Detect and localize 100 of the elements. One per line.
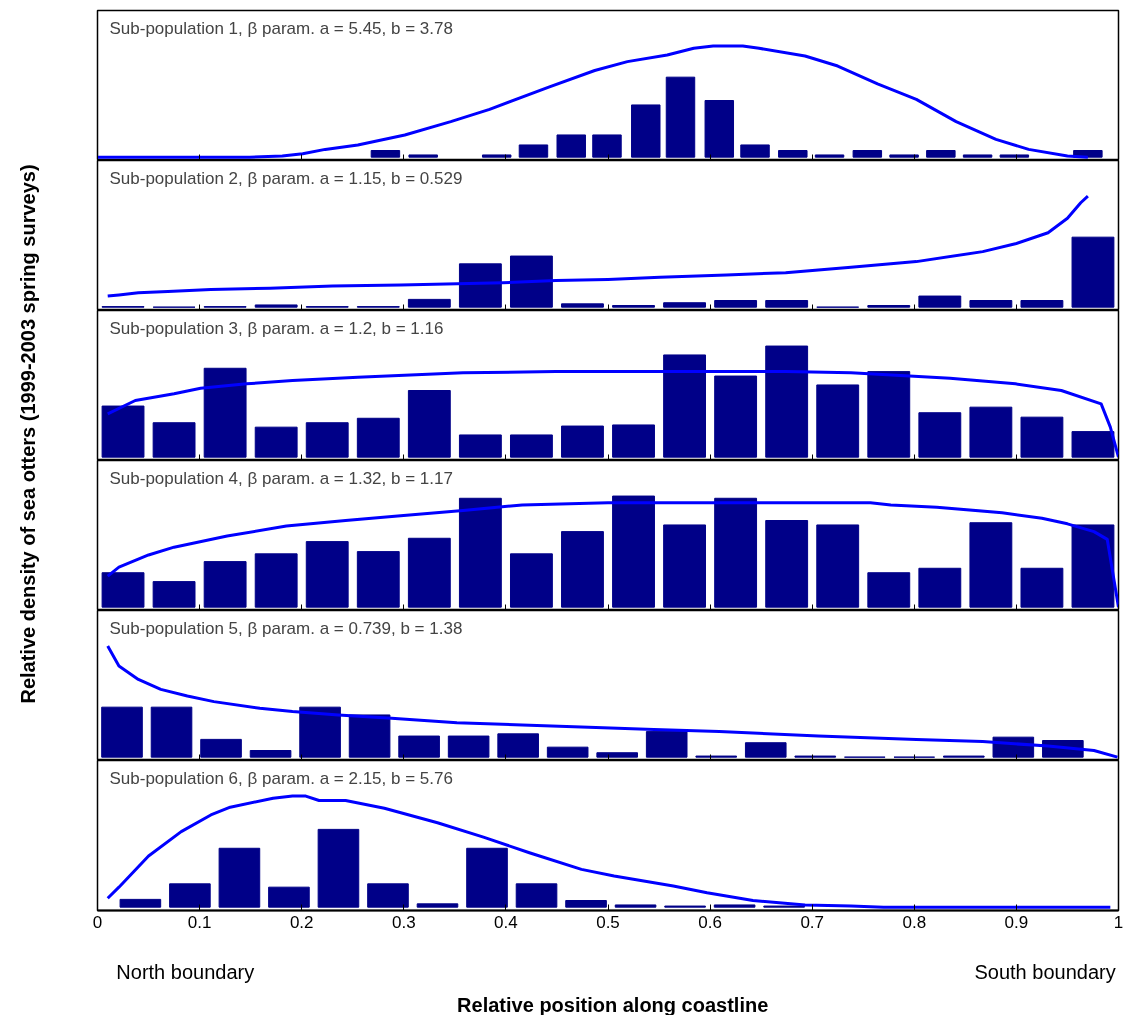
bar [348, 714, 391, 758]
bar [546, 746, 589, 758]
bar [481, 154, 512, 158]
x-tick-label: 0.2 [289, 912, 314, 932]
bar [816, 524, 860, 608]
y-axis-title: Relative density of sea otters (1999-2003 spring surveys) [16, 164, 39, 704]
bar [918, 295, 962, 308]
bar [596, 752, 638, 758]
bar [1071, 431, 1115, 458]
bar [203, 561, 247, 608]
bar [714, 375, 758, 458]
x-tick-label: 0.9 [1004, 912, 1029, 932]
bar [152, 581, 196, 608]
bar [561, 425, 604, 458]
bar [407, 537, 451, 608]
x-tick-label: 0.7 [800, 912, 825, 932]
bar [447, 735, 490, 758]
bar [889, 154, 919, 158]
bar [665, 76, 696, 158]
bar [744, 742, 787, 758]
bar [150, 706, 193, 758]
bar [918, 567, 962, 608]
bar [101, 706, 143, 758]
bar [1071, 524, 1115, 608]
x-tick-label: 0.1 [187, 912, 212, 932]
bar [101, 572, 145, 608]
x-tick-label: 1 [1113, 912, 1124, 932]
bar [299, 706, 341, 758]
bar [663, 302, 707, 308]
bar [101, 405, 145, 458]
bar [249, 750, 292, 758]
text: North boundary [116, 961, 255, 984]
x-tick-label: 0.8 [902, 912, 927, 932]
bar [268, 886, 310, 908]
bar [556, 134, 586, 158]
bar [631, 104, 661, 158]
chart-title: Sub-population 1, β param. a = 5.45, b = 3.78 [109, 18, 453, 38]
bar [203, 367, 247, 458]
bar [765, 520, 809, 608]
bar [317, 828, 360, 908]
bar [509, 553, 553, 608]
bar [1071, 236, 1115, 308]
bar [356, 551, 400, 608]
bar [962, 154, 993, 158]
bar [466, 847, 508, 908]
bar [714, 497, 758, 608]
x-tick-label: 0.6 [698, 912, 722, 932]
bar [254, 553, 298, 608]
bar [561, 531, 604, 608]
bar [714, 300, 758, 308]
bar [612, 424, 655, 458]
bar [305, 422, 349, 458]
bar [509, 434, 553, 458]
bar [398, 735, 440, 758]
bar [1020, 300, 1064, 308]
x-tick-label: 0.3 [391, 912, 416, 932]
chart-title: Sub-population 2, β param. a = 1.15, b = 0.529 [109, 168, 463, 188]
bar [1020, 567, 1064, 608]
bar [254, 426, 298, 458]
bar [407, 390, 451, 458]
bar [704, 100, 735, 158]
bar [305, 541, 349, 608]
bar [614, 904, 657, 908]
bar [518, 144, 549, 158]
bar [612, 495, 655, 608]
bar [356, 417, 400, 458]
bar [1020, 416, 1064, 458]
bar [926, 150, 956, 158]
bar [814, 154, 845, 158]
bar [367, 883, 409, 908]
bar [663, 524, 707, 608]
bar [867, 371, 911, 458]
bar [169, 883, 211, 908]
bar [458, 434, 502, 458]
chart-title: Sub-population 4, β param. a = 1.32, b = 1.17 [109, 468, 453, 488]
bar [565, 900, 607, 908]
bar [416, 903, 459, 908]
bar [816, 384, 860, 458]
bar [370, 150, 401, 158]
bar [765, 345, 809, 458]
x-tick-label: 0.5 [596, 912, 620, 932]
bar [969, 522, 1013, 608]
bar [778, 150, 808, 158]
bar [999, 154, 1030, 158]
bar [592, 134, 622, 158]
bar [867, 572, 911, 608]
x-tick-label: 0.4 [494, 912, 518, 932]
bar [740, 144, 770, 158]
chart-title: Sub-population 3, β param. a = 1.2, b = 1.16 [109, 318, 444, 338]
bar [645, 731, 688, 758]
text: South boundary [974, 961, 1116, 984]
x-tick-label: 0 [92, 912, 103, 932]
bar [458, 263, 502, 308]
chart-title: Sub-population 5, β param. a = 0.739, b = 1.38 [109, 618, 463, 638]
bar [969, 300, 1013, 308]
bar [254, 304, 298, 308]
bar [561, 303, 604, 308]
bar [497, 733, 539, 758]
bar [458, 497, 502, 608]
bar [200, 738, 242, 758]
